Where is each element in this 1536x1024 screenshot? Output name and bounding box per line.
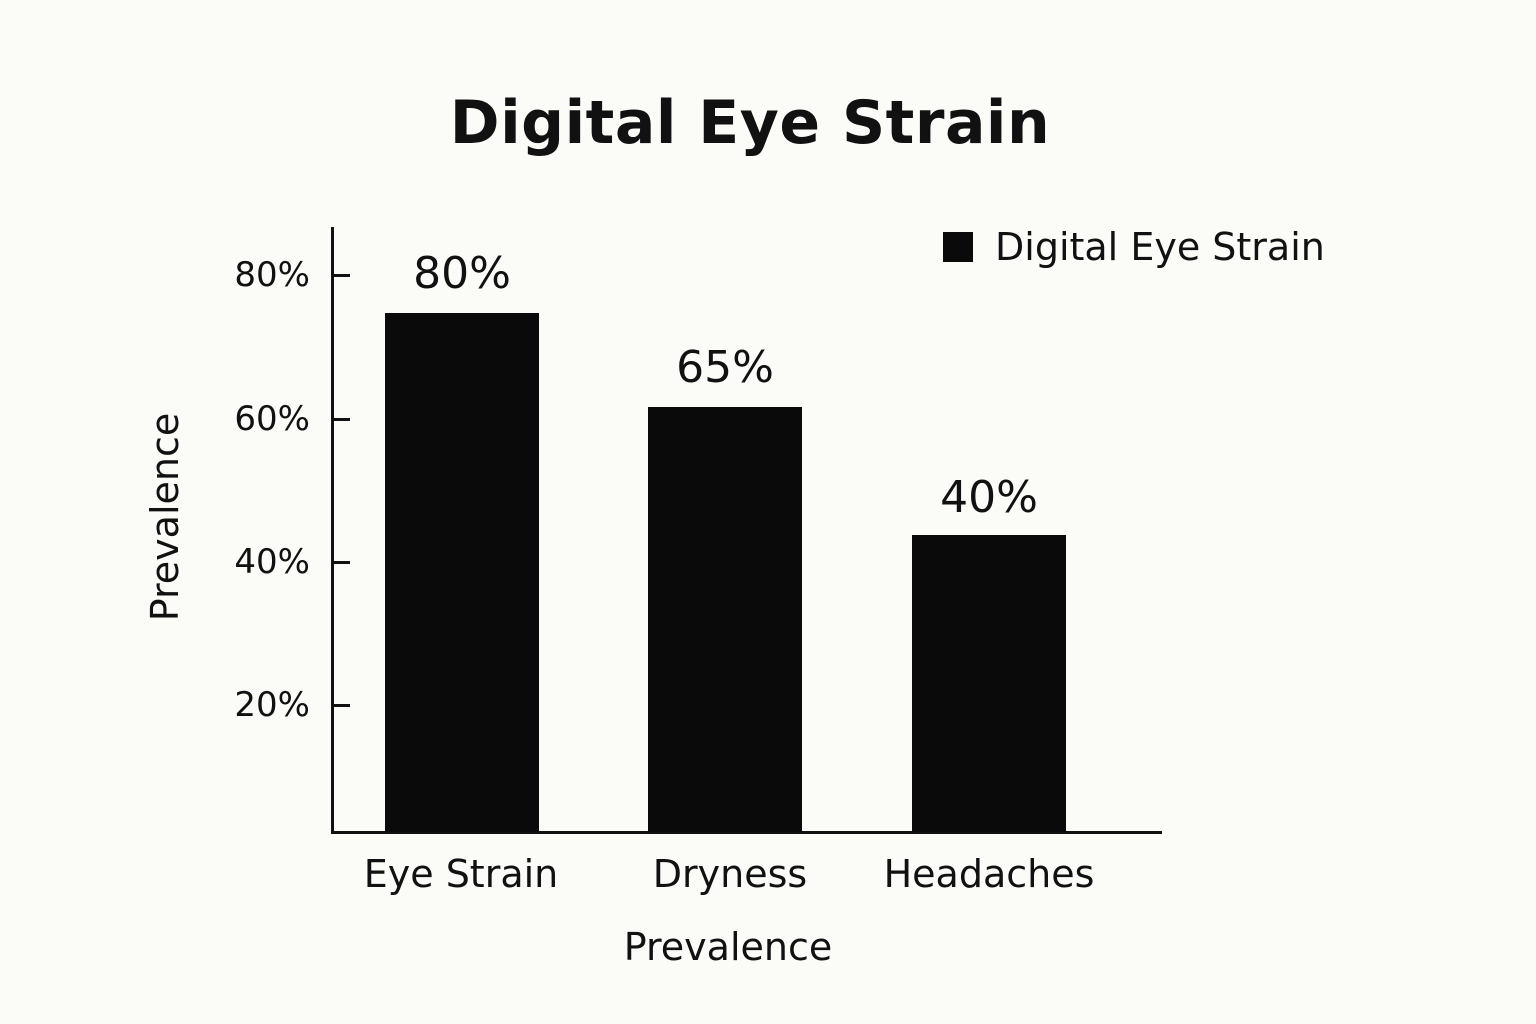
y-tick-60 [334, 418, 350, 421]
x-category-label: Dryness [652, 852, 808, 896]
y-tick-label: 40% [234, 542, 310, 582]
bar-dryness [648, 407, 802, 832]
x-axis [331, 831, 1162, 834]
y-axis [331, 227, 334, 834]
bar-value-label: 40% [940, 472, 1038, 523]
bar-headaches [912, 535, 1066, 832]
legend: Digital Eye Strain [943, 225, 1325, 269]
legend-swatch-icon [943, 232, 973, 262]
y-tick-80 [334, 274, 350, 277]
chart-title: Digital Eye Strain [449, 88, 1051, 158]
bar-value-label: 80% [413, 248, 511, 299]
x-axis-label: Prevalence [623, 925, 833, 969]
y-tick-40 [334, 561, 350, 564]
y-tick-label: 60% [234, 399, 310, 439]
bar-value-label: 65% [676, 342, 774, 393]
y-tick-label: 80% [234, 255, 310, 295]
legend-label: Digital Eye Strain [995, 225, 1325, 269]
y-tick-label: 20% [234, 685, 310, 725]
x-category-label: Headaches [883, 852, 1095, 896]
bar-eye-strain [385, 313, 539, 832]
y-tick-20 [334, 704, 350, 707]
x-category-label: Eye Strain [363, 852, 559, 896]
y-axis-label: Prevalence [143, 412, 187, 622]
